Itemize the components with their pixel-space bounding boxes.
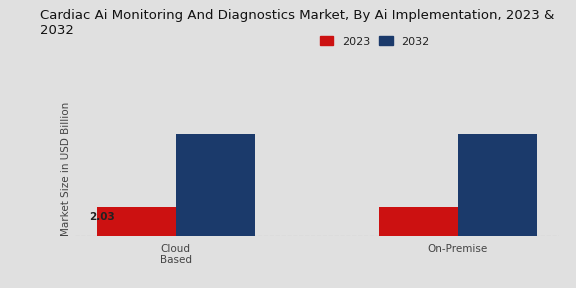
Legend: 2023, 2032: 2023, 2032 — [316, 32, 434, 51]
Y-axis label: Market Size in USD Billion: Market Size in USD Billion — [60, 101, 71, 236]
Bar — [97, 207, 176, 236]
Bar — [458, 134, 537, 236]
Bar — [176, 134, 255, 236]
Text: 2.03: 2.03 — [89, 212, 115, 222]
Bar — [379, 207, 458, 236]
Text: Cardiac Ai Monitoring And Diagnostics Market, By Ai Implementation, 2023 &
2032: Cardiac Ai Monitoring And Diagnostics Ma… — [40, 9, 555, 37]
